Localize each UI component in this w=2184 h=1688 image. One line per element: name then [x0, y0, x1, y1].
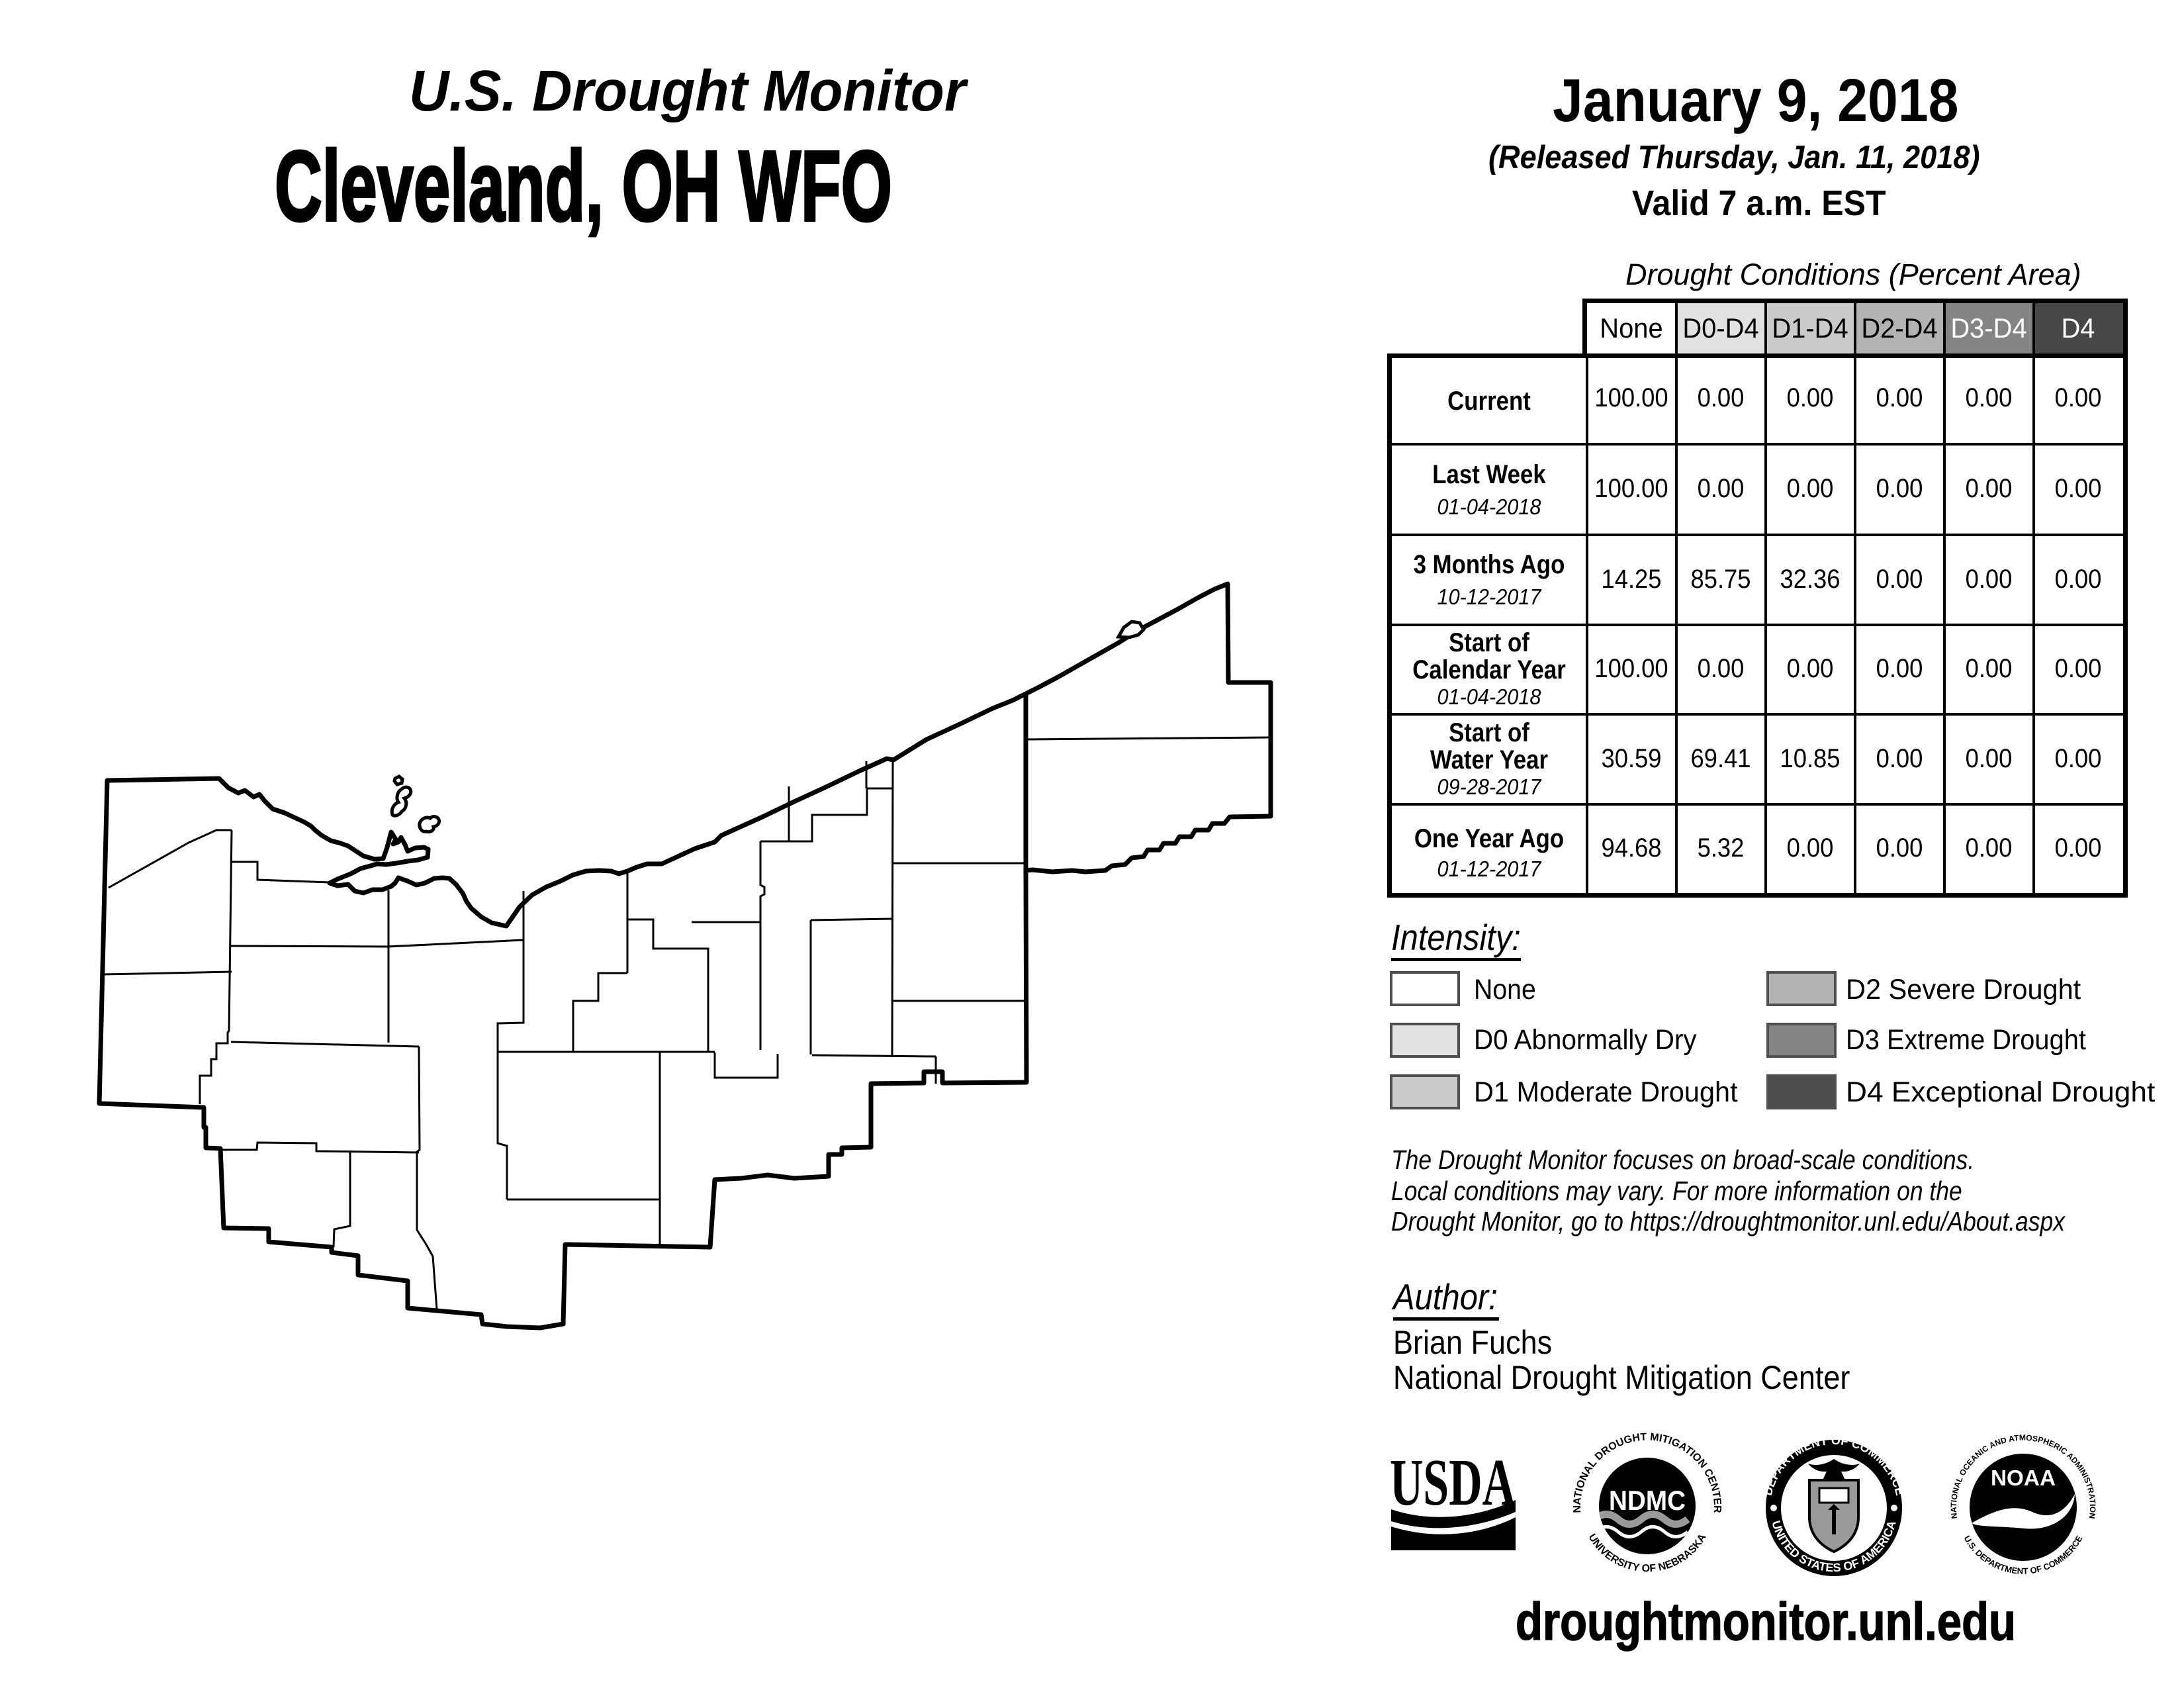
svg-text:USDA: USDA	[1390, 1445, 1516, 1519]
svg-text:NOAA: NOAA	[1991, 1466, 2056, 1490]
svg-text:NDMC: NDMC	[1609, 1485, 1686, 1516]
